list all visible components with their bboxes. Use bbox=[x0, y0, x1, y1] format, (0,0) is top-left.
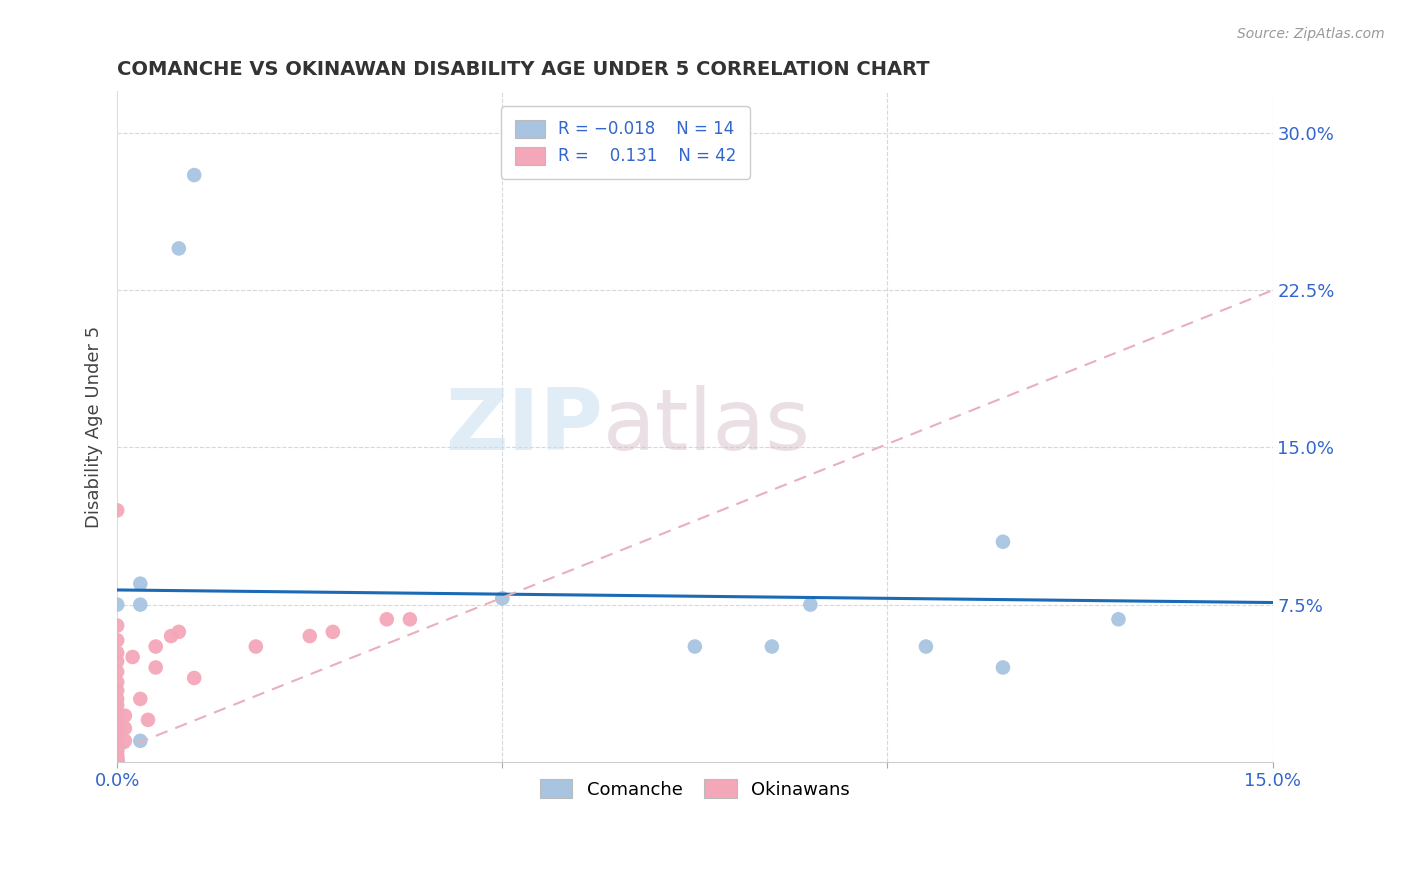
Point bbox=[105, 723, 128, 738]
Point bbox=[683, 640, 706, 654]
Point bbox=[105, 633, 128, 648]
Point bbox=[129, 576, 152, 591]
Point bbox=[105, 753, 128, 767]
Point bbox=[105, 698, 128, 713]
Point bbox=[298, 629, 321, 643]
Point bbox=[491, 591, 513, 606]
Point bbox=[105, 598, 128, 612]
Point bbox=[136, 713, 159, 727]
Point bbox=[105, 683, 128, 698]
Y-axis label: Disability Age Under 5: Disability Age Under 5 bbox=[86, 326, 103, 528]
Point bbox=[105, 738, 128, 752]
Point bbox=[105, 744, 128, 758]
Point bbox=[105, 654, 128, 668]
Point bbox=[105, 748, 128, 763]
Point bbox=[105, 665, 128, 679]
Text: atlas: atlas bbox=[602, 385, 810, 468]
Point bbox=[991, 534, 1014, 549]
Point bbox=[121, 650, 143, 665]
Point bbox=[799, 598, 821, 612]
Point bbox=[105, 742, 128, 756]
Point bbox=[322, 624, 344, 639]
Point bbox=[105, 705, 128, 719]
Point bbox=[105, 727, 128, 741]
Point bbox=[105, 750, 128, 764]
Point bbox=[183, 671, 205, 685]
Point bbox=[114, 734, 136, 748]
Point bbox=[167, 241, 190, 255]
Point bbox=[105, 755, 128, 769]
Point bbox=[1108, 612, 1130, 626]
Point bbox=[761, 640, 783, 654]
Legend: Comanche, Okinawans: Comanche, Okinawans bbox=[526, 764, 865, 814]
Point bbox=[183, 168, 205, 182]
Point bbox=[145, 660, 167, 674]
Point bbox=[105, 755, 128, 769]
Point bbox=[399, 612, 422, 626]
Point bbox=[114, 721, 136, 735]
Point bbox=[105, 503, 128, 517]
Text: COMANCHE VS OKINAWAN DISABILITY AGE UNDER 5 CORRELATION CHART: COMANCHE VS OKINAWAN DISABILITY AGE UNDE… bbox=[117, 60, 929, 78]
Point bbox=[129, 598, 152, 612]
Text: Source: ZipAtlas.com: Source: ZipAtlas.com bbox=[1237, 27, 1385, 41]
Point bbox=[167, 624, 190, 639]
Point bbox=[114, 708, 136, 723]
Point bbox=[105, 692, 128, 706]
Point bbox=[105, 675, 128, 690]
Point bbox=[375, 612, 398, 626]
Point bbox=[105, 755, 128, 769]
Point bbox=[105, 717, 128, 731]
Text: ZIP: ZIP bbox=[444, 385, 602, 468]
Point bbox=[105, 734, 128, 748]
Point bbox=[915, 640, 938, 654]
Point bbox=[129, 734, 152, 748]
Point bbox=[129, 692, 152, 706]
Point bbox=[105, 711, 128, 725]
Point bbox=[105, 646, 128, 660]
Point bbox=[160, 629, 183, 643]
Point bbox=[245, 640, 267, 654]
Point bbox=[145, 640, 167, 654]
Point bbox=[105, 753, 128, 767]
Point bbox=[991, 660, 1014, 674]
Point bbox=[105, 618, 128, 632]
